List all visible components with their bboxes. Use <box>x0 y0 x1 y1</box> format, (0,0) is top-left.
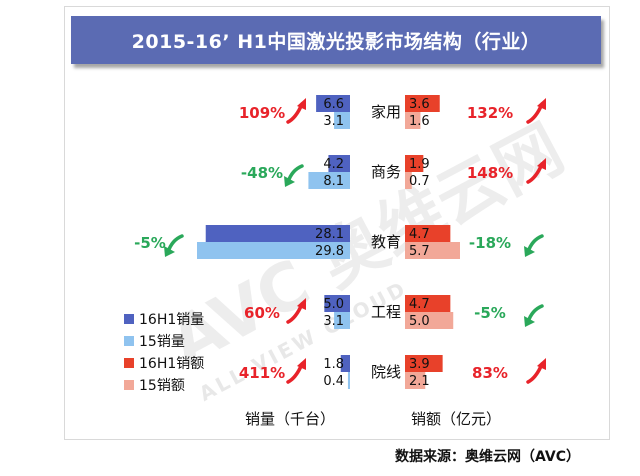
chart-title: 2015-16’ H1中国激光投影市场结构（行业） <box>71 16 601 64</box>
label-vol16-0: 6.6 <box>323 97 344 112</box>
legend-label-3: 15销额 <box>139 378 185 394</box>
label-vol16-4: 1.8 <box>323 357 344 372</box>
label-vol15-0: 3.1 <box>323 114 344 129</box>
amount-arrow-1-head <box>537 158 546 170</box>
label-amt15-1: 0.7 <box>409 174 430 189</box>
volume-growth-2: -5% <box>134 234 166 252</box>
bar-amt15-4 <box>405 372 426 389</box>
volume-arrow-1-head <box>284 176 295 187</box>
volume-growth-0: 109% <box>239 104 285 122</box>
legend-swatch-3 <box>124 380 134 390</box>
amount-arrow-0-head <box>537 98 546 110</box>
bar-amt16-1 <box>405 155 424 172</box>
legend-label-0: 16H1销量 <box>139 312 204 328</box>
source-note: 数据来源：奥维云网（AVC） <box>395 449 580 465</box>
volume-growth-4: 411% <box>239 364 285 382</box>
label-amt16-1: 1.9 <box>409 157 430 172</box>
label-vol16-3: 5.0 <box>323 297 344 312</box>
volume-growth-1: -48% <box>241 164 283 182</box>
volume-arrow-4-head <box>297 358 306 370</box>
bar-amt15-0 <box>405 112 421 129</box>
label-vol15-3: 3.1 <box>323 314 344 329</box>
bar-amt16-3 <box>405 295 451 312</box>
bar-amt15-3 <box>405 312 454 329</box>
bar-vol15-1 <box>308 172 350 189</box>
label-vol16-2: 28.1 <box>315 227 344 242</box>
amount-growth-4: 83% <box>472 364 508 382</box>
category-label-3: 工程 <box>371 303 401 321</box>
bar-amt16-4 <box>405 355 443 372</box>
volume-arrow-3-head <box>297 298 306 310</box>
bar-amt15-1 <box>405 172 412 189</box>
legend-label-1: 15销量 <box>139 334 185 350</box>
bar-vol16-1 <box>328 155 350 172</box>
amount-growth-0: 132% <box>467 104 513 122</box>
label-amt16-2: 4.7 <box>409 227 430 242</box>
label-vol15-2: 29.8 <box>315 244 344 259</box>
category-label-1: 商务 <box>371 163 401 181</box>
volume-arrow-0-head <box>297 98 306 110</box>
x-axis-label-right: 销额（亿元） <box>411 410 501 428</box>
label-amt15-3: 5.0 <box>409 314 430 329</box>
label-amt16-0: 3.6 <box>409 97 430 112</box>
label-amt15-4: 2.1 <box>409 374 430 389</box>
amount-growth-3: -5% <box>474 304 506 322</box>
chart-frame <box>64 6 610 440</box>
amount-arrow-2-head <box>524 246 535 257</box>
bar-vol15-0 <box>334 112 350 129</box>
bar-vol16-0 <box>316 95 350 112</box>
label-vol15-1: 8.1 <box>323 174 344 189</box>
category-label-4: 院线 <box>371 363 401 381</box>
amount-growth-1: 148% <box>467 164 513 182</box>
label-amt15-0: 1.6 <box>409 114 430 129</box>
bar-vol15-4 <box>347 372 350 389</box>
bar-vol16-4 <box>340 355 350 372</box>
bar-amt16-0 <box>405 95 440 112</box>
amount-growth-2: -18% <box>469 234 511 252</box>
category-label-2: 教育 <box>371 233 401 251</box>
legend-swatch-2 <box>124 358 134 368</box>
amount-arrow-3-head <box>524 316 535 327</box>
volume-arrow-2-head <box>164 246 175 257</box>
legend-label-2: 16H1销额 <box>139 356 204 372</box>
bar-amt15-2 <box>405 242 460 259</box>
category-label-0: 家用 <box>371 103 401 121</box>
bar-vol16-3 <box>324 295 350 312</box>
bar-vol15-2 <box>197 242 350 259</box>
label-amt15-2: 5.7 <box>409 244 430 259</box>
label-amt16-4: 3.9 <box>409 357 430 372</box>
legend-swatch-1 <box>124 336 134 346</box>
volume-growth-3: 60% <box>244 304 280 322</box>
amount-arrow-4-head <box>537 358 546 370</box>
legend-swatch-0 <box>124 314 134 324</box>
label-amt16-3: 4.7 <box>409 297 430 312</box>
bar-amt16-2 <box>405 225 451 242</box>
x-axis-label-left: 销量（千台） <box>245 410 335 428</box>
bar-vol16-2 <box>205 225 350 242</box>
label-vol15-4: 0.4 <box>323 374 344 389</box>
label-vol16-1: 4.2 <box>323 157 344 172</box>
bar-vol15-3 <box>334 312 350 329</box>
